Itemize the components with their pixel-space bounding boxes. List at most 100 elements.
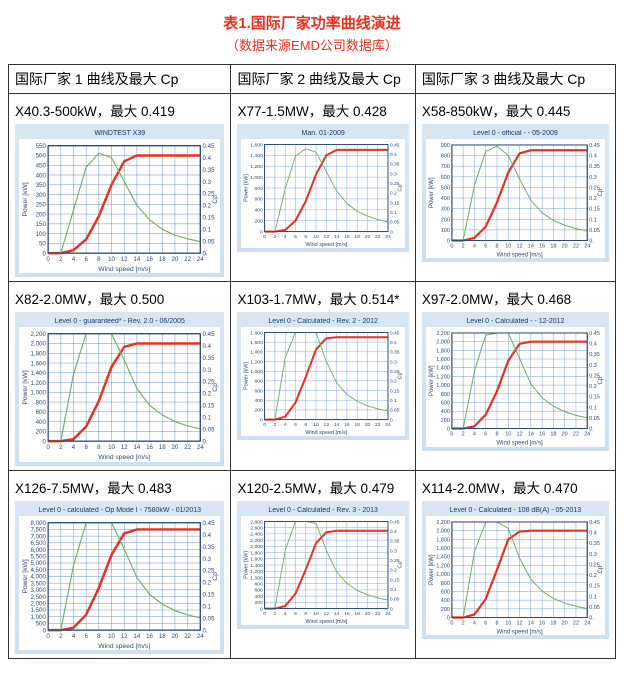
cell-2-2: X114-2.0MW，最大 0.470Level 0 - Calculated … (415, 470, 615, 658)
svg-text:18: 18 (355, 422, 361, 428)
svg-text:0.15: 0.15 (203, 215, 216, 222)
svg-text:6: 6 (84, 633, 88, 640)
svg-text:800: 800 (441, 392, 450, 398)
svg-text:7,000: 7,000 (30, 533, 46, 540)
svg-text:0.2: 0.2 (589, 573, 597, 579)
svg-text:16: 16 (539, 243, 545, 249)
cell-2-0: X126-7.5MW，最大 0.483Level 0 - calculated … (9, 470, 231, 658)
svg-text:8: 8 (97, 633, 101, 640)
svg-text:0.05: 0.05 (589, 228, 600, 234)
svg-text:22: 22 (184, 444, 191, 451)
svg-text:8: 8 (305, 611, 308, 617)
svg-text:Wind speed [m/s]: Wind speed [m/s] (496, 629, 542, 635)
svg-text:0.3: 0.3 (589, 551, 597, 557)
svg-text:0.2: 0.2 (203, 203, 212, 210)
svg-text:16: 16 (146, 444, 153, 451)
cell-2-1: X120-2.5MW，最大 0.479Level 0 - Calculated … (231, 470, 415, 658)
svg-text:0.1: 0.1 (589, 217, 597, 223)
svg-text:800: 800 (441, 580, 450, 586)
svg-text:100: 100 (36, 231, 47, 238)
chart-panel: Man. 01-20090246810121416182022240200400… (237, 124, 408, 252)
svg-text:0.45: 0.45 (589, 143, 600, 149)
svg-text:Power [kW]: Power [kW] (429, 177, 435, 208)
svg-text:Wind speed [m/s]: Wind speed [m/s] (306, 242, 348, 248)
svg-text:0: 0 (447, 427, 450, 433)
chart-svg: 0246810121416182022240100200300400500600… (426, 139, 605, 258)
svg-text:0.4: 0.4 (203, 343, 212, 350)
chart-svg: 0246810121416182022240501001502002503003… (19, 139, 220, 273)
svg-text:0: 0 (46, 633, 50, 640)
svg-text:6: 6 (295, 234, 298, 240)
chart-panel: Level 0 - guaranteed* - Rev. 2.0 - 06/20… (15, 312, 224, 465)
svg-text:0.05: 0.05 (390, 596, 400, 602)
svg-text:0.4: 0.4 (390, 340, 397, 346)
svg-text:400: 400 (255, 398, 264, 404)
svg-text:8,000: 8,000 (30, 520, 46, 527)
svg-text:0.1: 0.1 (390, 587, 397, 593)
svg-text:20: 20 (172, 444, 179, 451)
svg-text:Wind speed [m/s]: Wind speed [m/s] (98, 266, 150, 273)
svg-text:0.45: 0.45 (203, 331, 216, 338)
svg-text:0.: 0. (589, 427, 594, 433)
svg-text:18: 18 (550, 243, 556, 249)
svg-text:0.05: 0.05 (203, 615, 216, 622)
chart-title: Level 0 - Calculated - Rev. 3 - 2013 (241, 507, 404, 514)
svg-text:1,000: 1,000 (251, 369, 264, 375)
svg-text:2: 2 (59, 256, 63, 263)
cell-label: X58-850kW，最大 0.445 (422, 100, 609, 120)
svg-text:0.35: 0.35 (589, 164, 600, 170)
svg-text:800: 800 (441, 154, 450, 160)
svg-text:4: 4 (284, 234, 287, 240)
svg-text:22: 22 (375, 422, 381, 428)
svg-text:0.1: 0.1 (203, 603, 212, 610)
svg-text:4: 4 (473, 432, 476, 438)
svg-text:2: 2 (274, 422, 277, 428)
svg-text:1,200: 1,200 (251, 164, 264, 170)
svg-text:50: 50 (39, 241, 46, 248)
chart-panel: Level 0 - calculated - Op Mode I - 7580k… (15, 501, 224, 654)
svg-text:Wind speed [m/s]: Wind speed [m/s] (306, 619, 348, 625)
chart-title: Level 0 - Calculated - 108 dB(A) - 05-20… (426, 507, 605, 514)
svg-text:0.35: 0.35 (589, 541, 600, 547)
svg-text:400: 400 (255, 208, 264, 214)
svg-text:600: 600 (441, 401, 450, 407)
svg-text:18: 18 (355, 234, 361, 240)
svg-text:0.35: 0.35 (390, 162, 400, 168)
svg-text:1,600: 1,600 (436, 357, 450, 363)
power-curve-table: 国际厂家 1 曲线及最大 Cp国际厂家 2 曲线及最大 Cp国际厂家 3 曲线及… (8, 64, 616, 659)
svg-text:200: 200 (255, 408, 264, 414)
svg-text:0.3: 0.3 (390, 548, 397, 554)
svg-text:0: 0 (42, 439, 46, 446)
chart-svg: 02468101214161820222402004006008001,0001… (241, 327, 404, 436)
svg-text:16: 16 (146, 633, 153, 640)
svg-text:0.15: 0.15 (203, 591, 216, 598)
svg-text:1,000: 1,000 (251, 175, 264, 181)
svg-text:150: 150 (36, 221, 47, 228)
chart-svg: 02468101214161820222402004006008001,0001… (19, 327, 220, 461)
svg-text:12: 12 (324, 611, 330, 617)
svg-text:Power [kW]: Power [kW] (244, 174, 250, 202)
svg-text:600: 600 (441, 175, 450, 181)
svg-text:450: 450 (36, 162, 47, 169)
svg-text:8: 8 (495, 432, 498, 438)
svg-text:800: 800 (36, 400, 47, 407)
chart-svg: 02468101214161820222405001,0001,5002,000… (19, 516, 220, 650)
svg-text:2,000: 2,000 (436, 528, 450, 534)
svg-text:0.15: 0.15 (390, 200, 400, 206)
cell-0-2: X58-850kW，最大 0.445Level 0 - official - -… (415, 94, 615, 282)
svg-text:0.2: 0.2 (390, 191, 397, 197)
svg-text:3,500: 3,500 (30, 580, 46, 587)
svg-text:0.: 0. (390, 229, 394, 235)
svg-text:1,800: 1,800 (436, 537, 450, 543)
svg-text:2,200: 2,200 (30, 331, 46, 338)
cell-1-2: X97-2.0MW，最大 0.468Level 0 - Calculated -… (415, 282, 615, 470)
svg-text:6: 6 (484, 620, 487, 626)
svg-text:0: 0 (264, 611, 267, 617)
svg-text:6: 6 (84, 444, 88, 451)
svg-text:Cp: Cp (598, 377, 604, 385)
svg-text:1,200: 1,200 (251, 569, 264, 575)
svg-text:14: 14 (133, 256, 140, 263)
svg-text:14: 14 (133, 633, 140, 640)
svg-text:4: 4 (473, 620, 476, 626)
svg-text:1,400: 1,400 (251, 153, 264, 159)
